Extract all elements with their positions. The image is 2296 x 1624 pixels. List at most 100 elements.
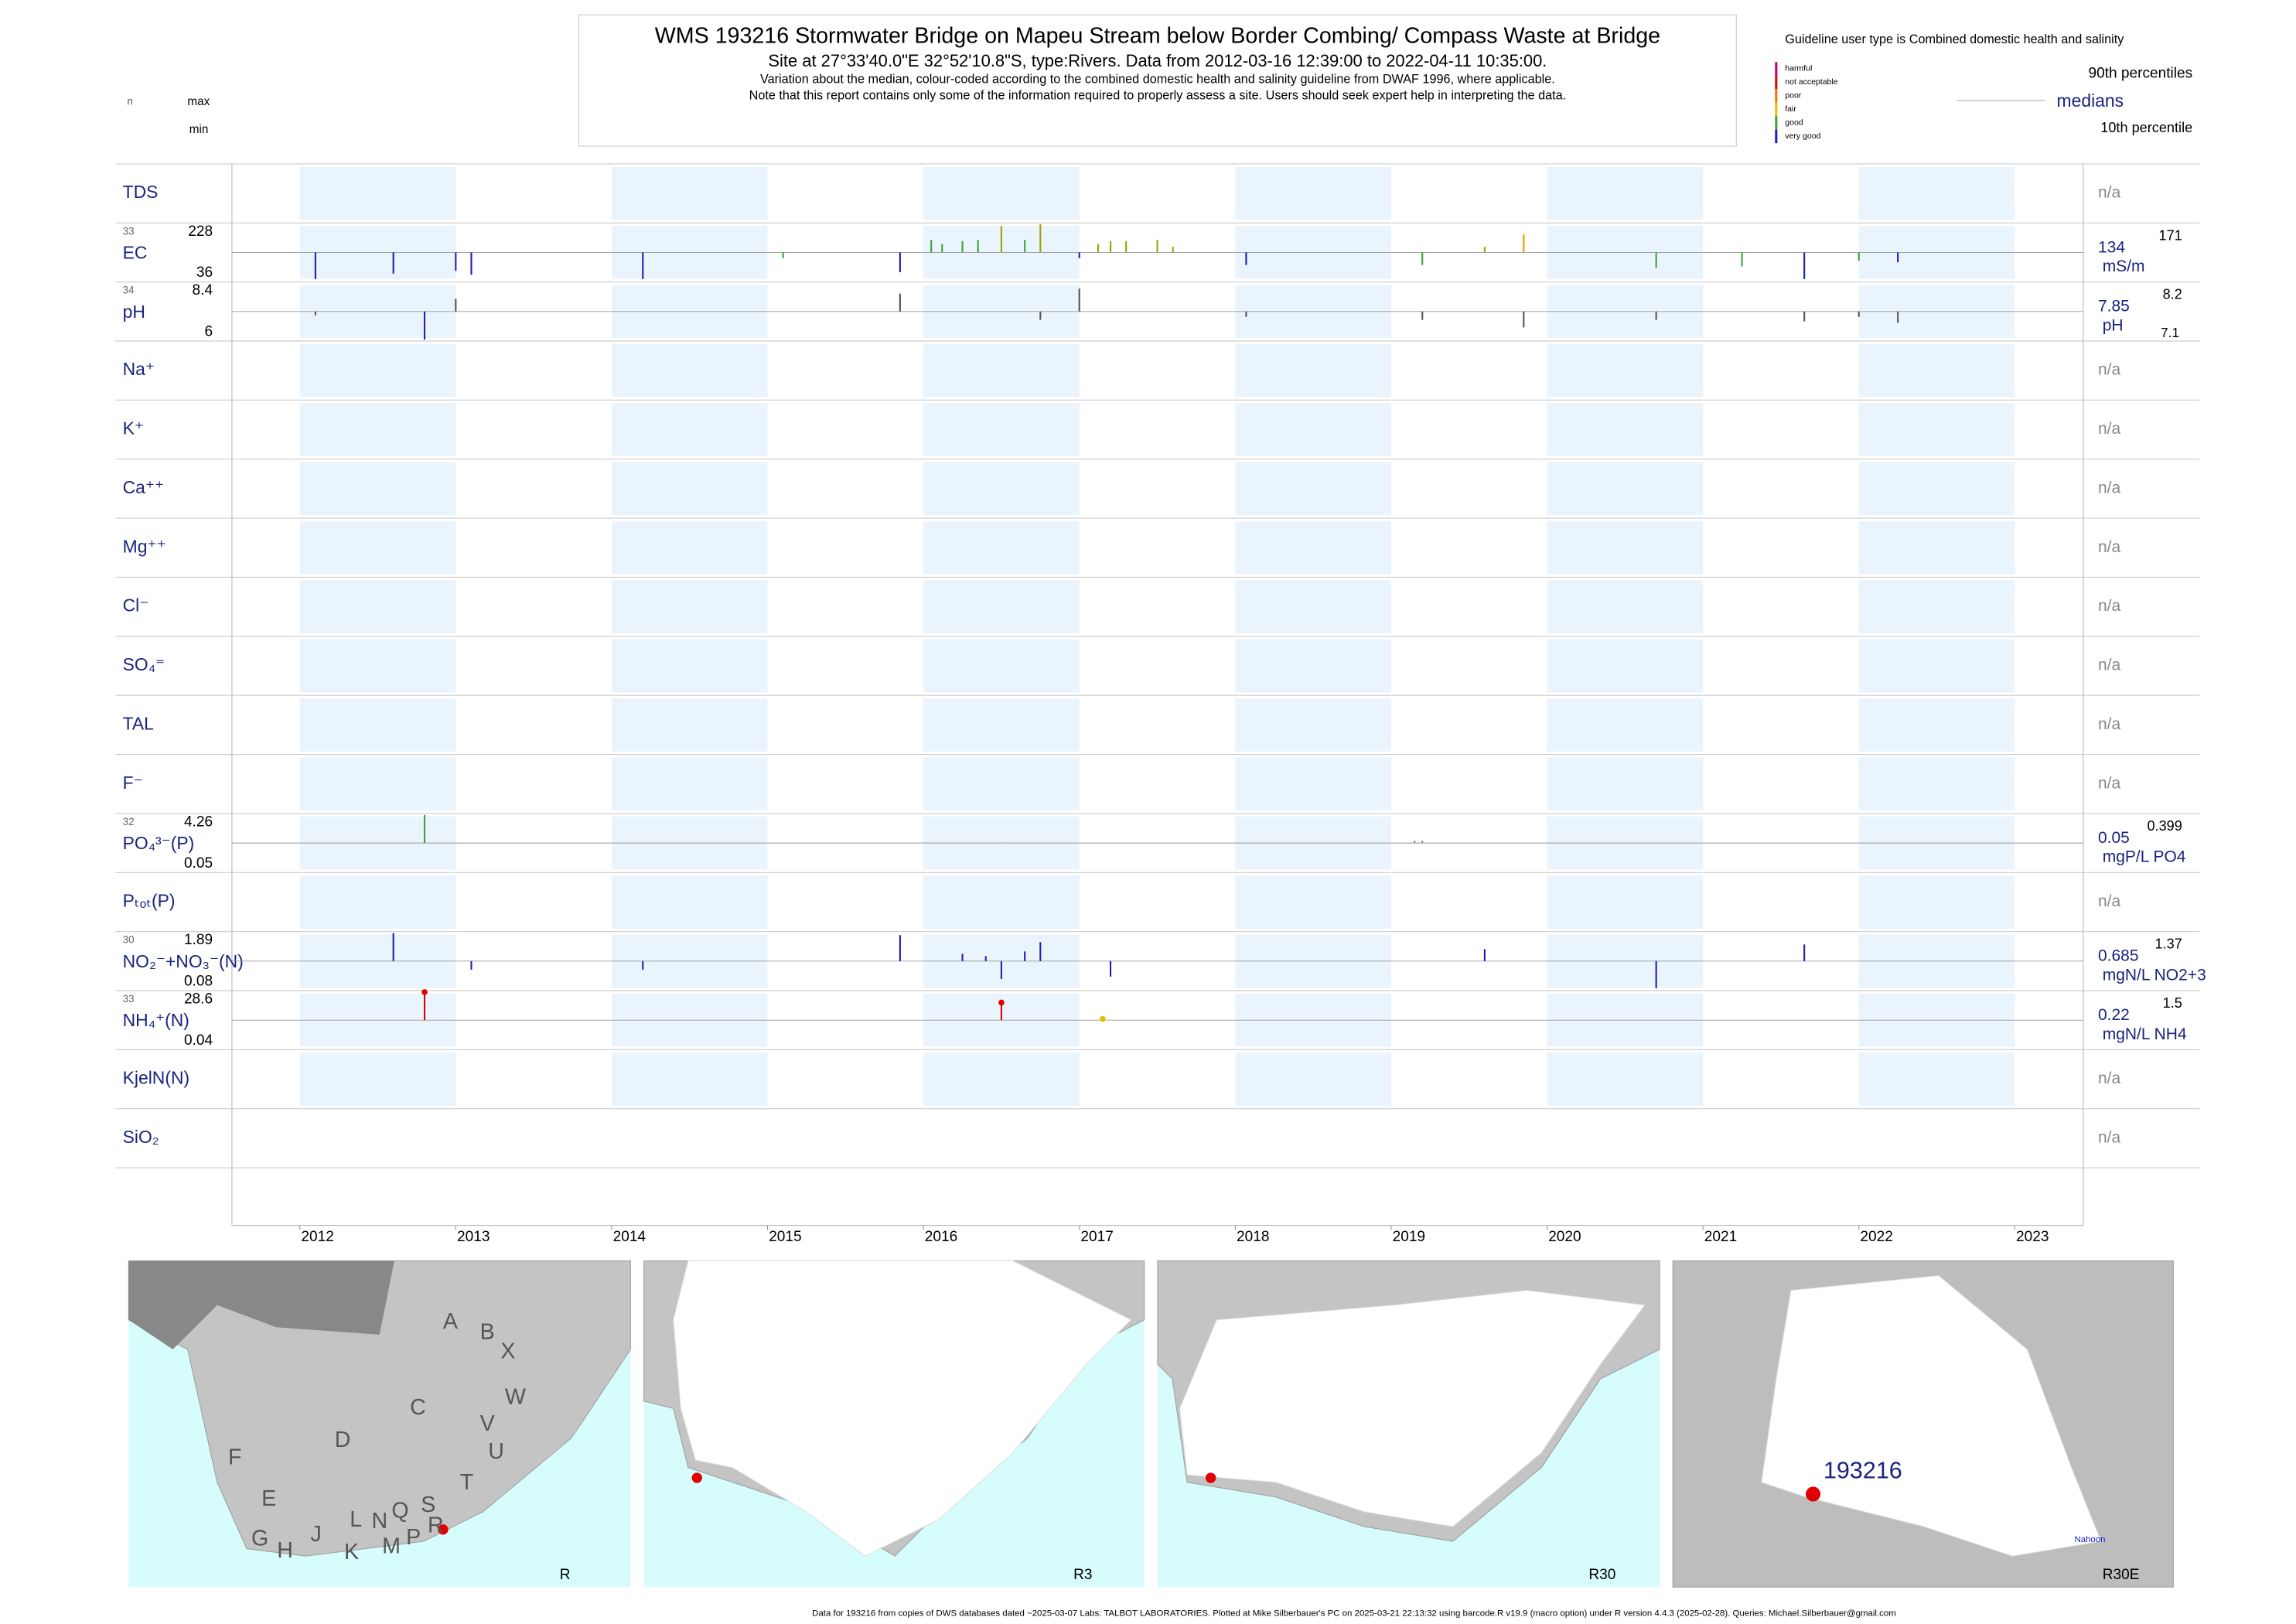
region-label: Q <box>391 1498 408 1523</box>
region-label: D <box>335 1428 351 1452</box>
x-tick-label: 2015 <box>769 1229 801 1245</box>
region-label: H <box>277 1538 293 1563</box>
year-band <box>611 639 768 693</box>
region-label: S <box>421 1493 435 1517</box>
x-tick-label: 2023 <box>2016 1229 2049 1245</box>
row-label: Ca⁺⁺ <box>123 477 164 497</box>
map-catchment <box>1761 1274 2102 1557</box>
year-band <box>1235 875 1391 929</box>
year-band <box>299 580 456 633</box>
year-band <box>611 166 768 220</box>
status: n/a <box>2098 361 2121 379</box>
year-band <box>923 875 1080 929</box>
year-band <box>1858 343 2015 397</box>
footer: Data for 193216 from copies of DWS datab… <box>812 1609 1896 1619</box>
median: 0.685 <box>2098 947 2139 965</box>
max: 1.89 <box>184 932 213 948</box>
min: 0.08 <box>184 974 213 990</box>
status: n/a <box>2098 184 2121 202</box>
year-band <box>1235 580 1391 633</box>
legend-label: very good <box>1785 131 1820 141</box>
year-band <box>611 520 768 575</box>
region-label: M <box>382 1534 401 1558</box>
subtitle: Site at 27°33'40.0"E 32°52'10.8"S, type:… <box>768 51 1547 70</box>
p10: 7.1 <box>2161 325 2179 340</box>
map-label: R3 <box>1073 1567 1092 1583</box>
year-band <box>299 1053 456 1106</box>
year-band <box>1858 639 2015 693</box>
year-band <box>1858 757 2015 811</box>
year-band <box>611 462 768 516</box>
x-tick-label: 2019 <box>1393 1229 1425 1245</box>
row-label: TDS <box>123 182 159 202</box>
row-label: EC <box>123 242 148 262</box>
year-band <box>611 403 768 456</box>
year-band <box>1547 403 1704 456</box>
row-label: NH₄⁺(N) <box>123 1010 189 1030</box>
year-band <box>299 166 456 220</box>
col-label: min <box>189 123 209 136</box>
unit: mgP/L PO4 <box>2103 848 2186 866</box>
x-tick-label: 2018 <box>1237 1229 1269 1245</box>
year-band <box>923 639 1080 693</box>
year-band <box>923 698 1080 752</box>
year-band <box>611 875 768 929</box>
year-band <box>1235 166 1391 220</box>
row-label: K⁺ <box>123 418 144 438</box>
year-band <box>299 343 456 397</box>
sample-dot <box>998 999 1005 1006</box>
p90: 8.2 <box>2163 287 2182 302</box>
max: 8.4 <box>193 282 213 299</box>
map: R30E <box>1672 1260 2174 1588</box>
year-band <box>923 757 1080 811</box>
title-box <box>578 14 1737 147</box>
min: 0.04 <box>184 1032 213 1049</box>
region-label: A <box>443 1309 459 1334</box>
status: n/a <box>2098 538 2121 556</box>
year-band <box>299 462 456 516</box>
row-label: NO₂⁻+NO₃⁻(N) <box>123 951 244 971</box>
year-band <box>1547 639 1704 693</box>
row-label: Mg⁺⁺ <box>123 536 166 556</box>
row-label: Na⁺ <box>123 359 155 379</box>
row-label: KjelN(N) <box>123 1068 189 1088</box>
p90: 171 <box>2159 227 2182 243</box>
legend-p90: 90th percentiles <box>2088 66 2192 82</box>
year-band <box>923 166 1080 220</box>
median: 7.85 <box>2098 298 2130 316</box>
year-band <box>299 520 456 575</box>
sample-dot <box>1100 1015 1106 1022</box>
n: 34 <box>123 285 135 296</box>
x-tick-label: 2021 <box>1704 1229 1737 1245</box>
region-label: T <box>460 1470 474 1495</box>
year-band <box>1858 875 2015 929</box>
row-label: pH <box>123 302 145 322</box>
region-label: L <box>350 1507 362 1532</box>
status: n/a <box>2098 774 2121 792</box>
year-band <box>611 757 768 811</box>
max: 228 <box>188 223 213 240</box>
year-band <box>923 343 1080 397</box>
x-tick-label: 2013 <box>457 1229 490 1245</box>
median: 134 <box>2098 238 2125 256</box>
year-band <box>923 1053 1080 1106</box>
site-marker <box>1205 1472 1216 1483</box>
median: 0.22 <box>2098 1006 2130 1024</box>
year-band <box>299 403 456 456</box>
map-catchment <box>1179 1290 1646 1527</box>
p90: 1.5 <box>2163 995 2182 1011</box>
legend-label: not acceptable <box>1785 77 1837 87</box>
x-tick-label: 2012 <box>301 1229 333 1245</box>
legend-label: poor <box>1785 91 1802 101</box>
site-label: 193216 <box>1823 1457 1902 1483</box>
min: 36 <box>196 264 213 281</box>
legend-label: fair <box>1785 104 1796 114</box>
status: n/a <box>2098 597 2121 615</box>
region-label: F <box>228 1445 242 1470</box>
year-band <box>1235 639 1391 693</box>
max: 28.6 <box>184 991 213 1008</box>
year-band <box>923 462 1080 516</box>
year-band <box>1858 1053 2015 1106</box>
year-band <box>611 1053 768 1106</box>
